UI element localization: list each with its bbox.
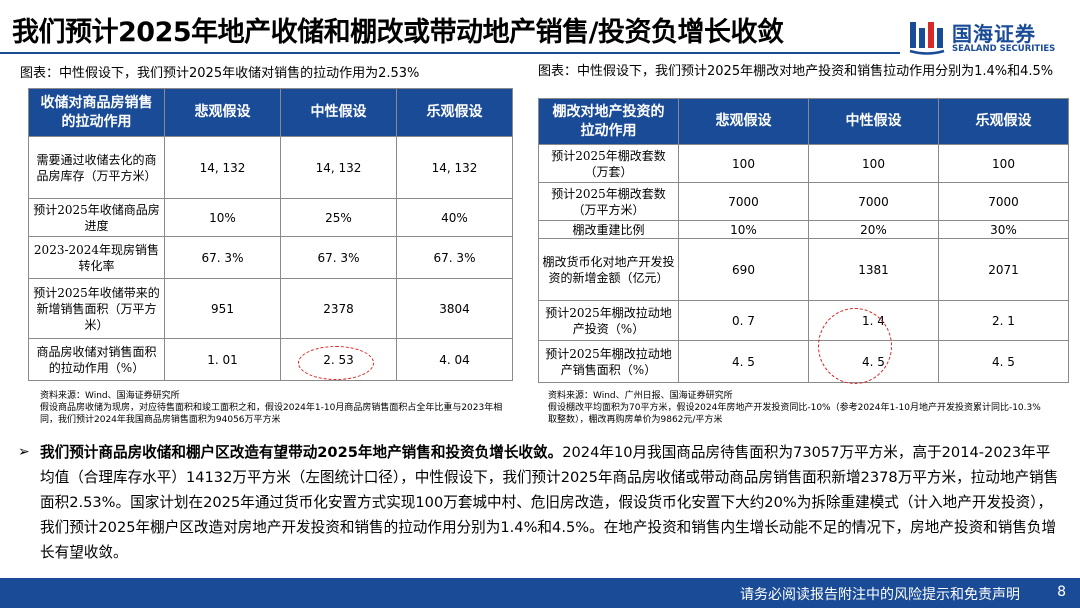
- row-label: 预计2025年棚改拉动地产销售面积（%）: [538, 340, 679, 383]
- row-label: 预计2025年收储商品房进度: [28, 198, 165, 237]
- row-label: 预计2025年棚改套数（万平方米）: [538, 182, 679, 221]
- row-label: 棚改重建比例: [538, 220, 679, 239]
- table-cell: 14, 132: [396, 136, 513, 199]
- table-cell-highlighted: 1. 4: [808, 300, 939, 341]
- footer-disclaimer: 请务必阅读报告附注中的风险提示和免责声明: [740, 587, 1020, 603]
- column-header: 收储对商品房销售的拉动作用: [28, 88, 165, 137]
- left-table-source-note: 资料来源：Wind、国海证券研究所 假设商品房收储为现房，对应待售面积和竣工面积…: [40, 391, 503, 425]
- table-cell: 951: [164, 278, 281, 339]
- footer-bar: 请务必阅读报告附注中的风险提示和免责声明 8: [0, 578, 1080, 608]
- table-cell: 67. 3%: [280, 236, 397, 279]
- summary-body: 2024年10月我国商品房待售面积为73057万平方米，高于2014-2023年…: [40, 444, 1059, 561]
- row-label: 2023-2024年现房销售转化率: [28, 236, 165, 279]
- table-cell: 100: [678, 144, 809, 183]
- table-cell: 4. 5: [938, 340, 1069, 383]
- right-table-source-note: 资料来源：Wind、广州日报、国海证券研究所 假设棚改平均面积为70平方米，假设…: [548, 391, 1041, 425]
- shantytown-renovation-table: 棚改对地产投资的拉动作用 悲观假设 中性假设 乐观假设 预计2025年棚改套数（…: [538, 98, 1069, 383]
- table-cell: 67. 3%: [396, 236, 513, 279]
- stockpiling-effect-table: 收储对商品房销售的拉动作用 悲观假设 中性假设 乐观假设 需要通过收储去化的商品…: [28, 88, 513, 381]
- table-cell: 7000: [808, 182, 939, 221]
- column-header: 悲观假设: [678, 98, 809, 145]
- table-row: 预计2025年收储商品房进度 10% 25% 40%: [28, 198, 513, 237]
- table-cell: 30%: [938, 220, 1069, 239]
- column-header: 中性假设: [808, 98, 939, 145]
- table-row: 棚改货币化对地产开发投资的新增金额（亿元） 690 1381 2071: [538, 238, 1069, 301]
- table-cell: 1381: [808, 238, 939, 301]
- table-row: 2023-2024年现房销售转化率 67. 3% 67. 3% 67. 3%: [28, 236, 513, 279]
- table-cell: 0. 7: [678, 300, 809, 341]
- table-cell: 7000: [938, 182, 1069, 221]
- table-cell: 3804: [396, 278, 513, 339]
- table-row: 预计2025年棚改套数（万套） 100 100 100: [538, 144, 1069, 183]
- left-table-caption: 图表：中性假设下，我们预计2025年收储对销售的拉动作用为2.53%: [20, 66, 420, 81]
- row-label: 棚改货币化对地产开发投资的新增金额（亿元）: [538, 238, 679, 301]
- table-cell: 10%: [164, 198, 281, 237]
- table-cell: 40%: [396, 198, 513, 237]
- column-header: 乐观假设: [938, 98, 1069, 145]
- row-label: 预计2025年棚改拉动地产投资（%）: [538, 300, 679, 341]
- summary-lead: 我们预计商品房收储和棚户区改造有望带动2025年地产销售和投资负增长收敛。: [40, 444, 563, 461]
- table-header-row: 棚改对地产投资的拉动作用 悲观假设 中性假设 乐观假设: [538, 98, 1069, 145]
- table-cell: 690: [678, 238, 809, 301]
- table-cell: 20%: [808, 220, 939, 239]
- table-cell: 2071: [938, 238, 1069, 301]
- table-cell-highlighted: 2. 53: [280, 338, 397, 381]
- table-cell: 2378: [280, 278, 397, 339]
- table-cell: 4. 5: [678, 340, 809, 383]
- table-cell: 14, 132: [280, 136, 397, 199]
- table-cell: 4. 04: [396, 338, 513, 381]
- row-label: 商品房收储对销售面积的拉动作用（%）: [28, 338, 165, 381]
- summary-paragraph: ➢ 我们预计商品房收储和棚户区改造有望带动2025年地产销售和投资负增长收敛。2…: [18, 440, 1062, 565]
- brand-name-cn: 国海证券: [952, 22, 1036, 46]
- column-header: 棚改对地产投资的拉动作用: [538, 98, 679, 145]
- summary-text: 我们预计商品房收储和棚户区改造有望带动2025年地产销售和投资负增长收敛。202…: [18, 440, 1062, 565]
- table-row: 预计2025年棚改套数（万平方米） 7000 7000 7000: [538, 182, 1069, 221]
- page-title: 我们预计2025年地产收储和棚改或带动地产销售/投资负增长收敛: [12, 17, 784, 48]
- table-row: 商品房收储对销售面积的拉动作用（%） 1. 01 2. 53 4. 04: [28, 338, 513, 381]
- table-cell: 100: [808, 144, 939, 183]
- row-label: 预计2025年棚改套数（万套）: [538, 144, 679, 183]
- table-cell-highlighted: 4. 5: [808, 340, 939, 383]
- table-cell: 1. 01: [164, 338, 281, 381]
- table-cell: 100: [938, 144, 1069, 183]
- table-cell: 25%: [280, 198, 397, 237]
- table-row: 需要通过收储去化的商品房库存（万平方米） 14, 132 14, 132 14,…: [28, 136, 513, 199]
- table-cell: 10%: [678, 220, 809, 239]
- row-label: 需要通过收储去化的商品房库存（万平方米）: [28, 136, 165, 199]
- table-cell: 2. 1: [938, 300, 1069, 341]
- brand-name-en: SEALAND SECURITIES: [952, 44, 1056, 54]
- column-header: 中性假设: [280, 88, 397, 137]
- page-number: 8: [1057, 584, 1066, 600]
- table-cell: 67. 3%: [164, 236, 281, 279]
- table-header-row: 收储对商品房销售的拉动作用 悲观假设 中性假设 乐观假设: [28, 88, 513, 137]
- table-cell: 14, 132: [164, 136, 281, 199]
- right-table-caption: 图表：中性假设下，我们预计2025年棚改对地产投资和销售拉动作用分别为1.4%和…: [538, 64, 1054, 79]
- table-row: 预计2025年棚改拉动地产销售面积（%） 4. 5 4. 5 4. 5: [538, 340, 1069, 383]
- table-row: 预计2025年收储带来的新增销售面积（万平方米） 951 2378 3804: [28, 278, 513, 339]
- sealand-logo-icon: [909, 22, 945, 55]
- table-row: 棚改重建比例 10% 20% 30%: [538, 220, 1069, 239]
- table-cell: 7000: [678, 182, 809, 221]
- title-divider: [0, 52, 900, 54]
- row-label: 预计2025年收储带来的新增销售面积（万平方米）: [28, 278, 165, 339]
- brand-logo: 国海证券 SEALAND SECURITIES: [908, 16, 1073, 60]
- bullet-arrow-icon: ➢: [18, 444, 30, 460]
- column-header: 悲观假设: [164, 88, 281, 137]
- column-header: 乐观假设: [396, 88, 513, 137]
- table-row: 预计2025年棚改拉动地产投资（%） 0. 7 1. 4 2. 1: [538, 300, 1069, 341]
